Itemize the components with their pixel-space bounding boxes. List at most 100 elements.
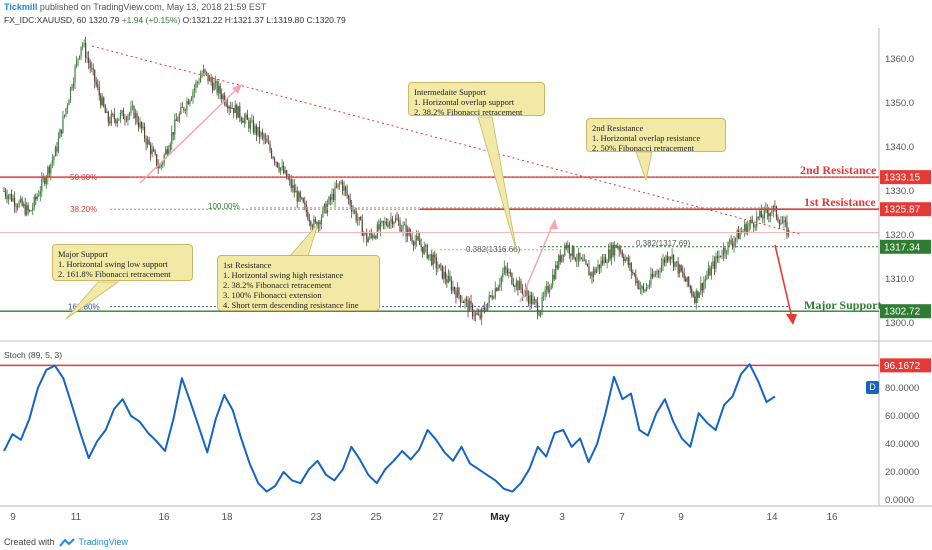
candle-body: [320, 217, 323, 225]
candle-body: [18, 201, 20, 207]
candle-body: [142, 126, 144, 129]
tradingview-link[interactable]: TradingView: [78, 537, 129, 547]
candle-body: [482, 307, 484, 309]
candle-body: [481, 308, 483, 319]
candle-body: [644, 290, 646, 291]
candle-body: [654, 274, 657, 276]
candle-body: [159, 166, 161, 169]
candle-body: [160, 164, 162, 167]
candle-body: [536, 302, 539, 315]
candle-body: [77, 58, 79, 61]
candle-body: [95, 81, 97, 85]
candle-body: [130, 107, 132, 114]
candle-body: [224, 95, 226, 104]
candle-body: [165, 149, 167, 155]
candle-body: [574, 258, 576, 261]
candle-body: [355, 211, 357, 221]
candle-body: [771, 210, 773, 214]
candle-body: [242, 120, 244, 123]
candle-body: [245, 114, 247, 119]
candle-body: [51, 160, 53, 164]
descending-resistance-line: [91, 45, 801, 235]
candle-body: [784, 220, 787, 222]
candle-body: [283, 165, 285, 174]
candle-body: [80, 46, 82, 56]
time-tick-label: 11: [71, 512, 82, 523]
candle-body: [366, 232, 368, 243]
candle-body: [32, 207, 34, 211]
candle-body: [295, 190, 297, 193]
candle-body: [600, 260, 602, 269]
candle-body: [257, 126, 259, 135]
note-first-resistance: 1st Resistance 1. Horizontal swing high …: [217, 255, 380, 311]
candle-body: [328, 196, 330, 204]
candle-body: [677, 261, 679, 274]
candle-body: [375, 236, 377, 239]
candle-body: [496, 288, 498, 291]
candle-body: [125, 119, 128, 121]
candle-body: [697, 290, 699, 298]
candle-body: [709, 268, 711, 276]
candle-body: [500, 276, 502, 285]
candle-body: [685, 278, 687, 282]
candle-body: [139, 122, 141, 128]
note-major-support: Major Support 1. Horizontal swing low su…: [52, 244, 193, 281]
candle-body: [595, 268, 598, 273]
price-tag-bg: [880, 239, 931, 254]
candle-body: [467, 299, 469, 311]
candle-body: [311, 225, 313, 227]
candle-body: [204, 69, 206, 72]
candle-body: [228, 106, 230, 109]
note-pointer-intermediate: [477, 116, 518, 254]
candle-body: [431, 254, 433, 265]
candle-body: [367, 238, 369, 243]
stoch-tick-label: 20.0000: [885, 467, 919, 478]
candle-body: [550, 285, 552, 290]
candle-body: [509, 272, 511, 274]
time-tick-label: 14: [766, 512, 778, 523]
candle-body: [663, 259, 666, 263]
candle-body: [396, 218, 398, 220]
candle-body: [225, 103, 227, 106]
stoch-tick-label: 60.0000: [885, 411, 919, 422]
candle-body: [674, 261, 676, 267]
candle-body: [183, 107, 185, 111]
stoch-tick-label: 40.0000: [885, 439, 919, 450]
candle-body: [666, 256, 669, 261]
candle-body: [434, 254, 436, 258]
candle-body: [116, 120, 118, 124]
candle-body: [577, 252, 579, 261]
candle-body: [659, 271, 661, 273]
price-tick-label: 1350.0: [885, 98, 914, 109]
candle-body: [376, 224, 378, 239]
candle-body: [558, 255, 560, 268]
brand-name[interactable]: Tickmill: [4, 2, 38, 12]
stoch-d-badge[interactable]: D: [866, 381, 879, 394]
ohlc-values: O:1321.22 H:1321.37 L:1319.80 C:1320.79: [182, 15, 346, 25]
candle-body: [783, 220, 785, 224]
stoch-title: Stoch (89, 5, 3): [4, 350, 62, 360]
candle-body: [564, 245, 566, 256]
candle-body: [425, 245, 427, 247]
candle-body: [532, 298, 534, 305]
candle-body: [479, 314, 481, 319]
candle-body: [420, 244, 422, 248]
price-tick-label: 1300.0: [885, 318, 914, 329]
candle-body: [465, 299, 468, 301]
candle-body: [638, 281, 640, 290]
candle-body: [338, 183, 341, 185]
candle-body: [471, 304, 474, 316]
candle-body: [621, 251, 623, 257]
candle-body: [273, 158, 276, 162]
candle-body: [464, 299, 466, 303]
time-tick-label: 7: [619, 512, 625, 523]
candle-body: [414, 240, 416, 246]
candle-body: [215, 81, 217, 84]
candle-body: [756, 216, 758, 227]
candle-body: [36, 196, 38, 200]
candle-body: [180, 106, 182, 114]
candle-body: [626, 257, 628, 259]
candle-body: [184, 110, 186, 112]
candle-body: [153, 149, 155, 152]
candle-body: [17, 206, 19, 208]
